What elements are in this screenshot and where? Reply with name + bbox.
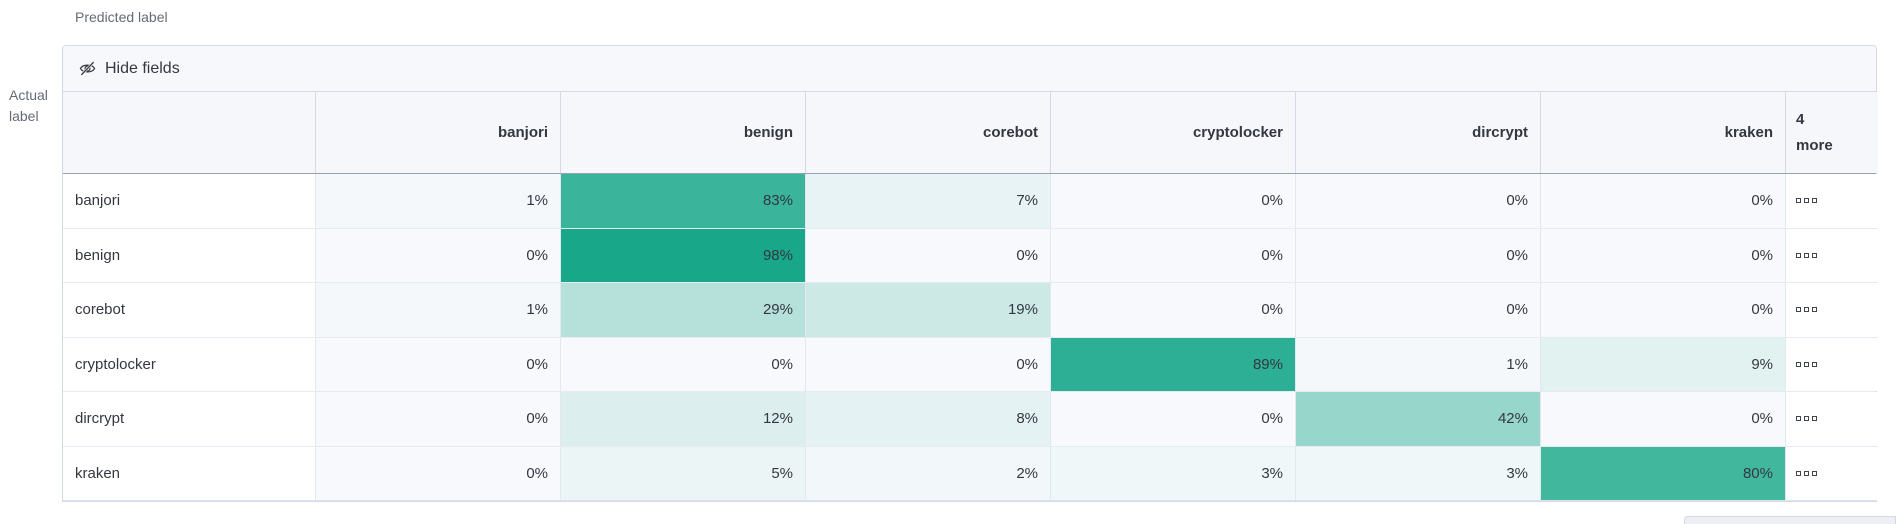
matrix-cell-banjori-cryptolocker[interactable]: 0% [1051, 174, 1296, 228]
matrix-cell-banjori-banjori[interactable]: 1% [316, 174, 561, 228]
matrix-cell-corebot-cryptolocker[interactable]: 0% [1051, 283, 1296, 337]
collapsed-columns-cell[interactable] [1786, 392, 1878, 446]
matrix-cell-kraken-kraken[interactable]: 80% [1541, 446, 1786, 500]
boxes-horizontal-icon [1796, 361, 1817, 367]
predicted-label: Predicted label [75, 9, 168, 25]
matrix-cell-dircrypt-cryptolocker[interactable]: 0% [1051, 392, 1296, 446]
matrix-cell-corebot-dircrypt[interactable]: 0% [1296, 283, 1541, 337]
matrix-cell-corebot-kraken[interactable]: 0% [1541, 283, 1786, 337]
column-header-kraken[interactable]: kraken [1541, 92, 1786, 173]
matrix-cell-kraken-banjori[interactable]: 0% [316, 446, 561, 500]
column-header-dircrypt[interactable]: dircrypt [1296, 92, 1541, 173]
header-spacer-cell [63, 92, 316, 173]
row-label-cell[interactable]: benign [63, 228, 316, 282]
matrix-header-row: banjori benign corebot cryptolocker dircrypt… [63, 92, 1878, 174]
boxes-horizontal-icon [1796, 470, 1817, 476]
boxes-horizontal-icon [1796, 198, 1817, 204]
matrix-cell-banjori-corebot[interactable]: 7% [806, 174, 1051, 228]
row-label-cell[interactable]: dircrypt [63, 392, 316, 446]
horizontal-scrollbar-thumb[interactable] [1684, 516, 1896, 524]
matrix-cell-cryptolocker-benign[interactable]: 0% [561, 337, 806, 391]
column-header-corebot[interactable]: corebot [806, 92, 1051, 173]
eye-closed-icon [79, 60, 96, 77]
collapsed-columns-cell[interactable] [1786, 337, 1878, 391]
column-header-benign[interactable]: benign [561, 92, 806, 173]
row-label-cell[interactable]: banjori [63, 174, 316, 228]
table-row-banjori: banjori 1% 83% 7% 0% 0% 0% [63, 174, 1878, 229]
matrix-cell-benign-kraken[interactable]: 0% [1541, 228, 1786, 282]
table-row-kraken: kraken 0% 5% 2% 3% 3% 80% [63, 446, 1878, 501]
matrix-cell-benign-dircrypt[interactable]: 0% [1296, 228, 1541, 282]
matrix-cell-kraken-corebot[interactable]: 2% [806, 446, 1051, 500]
column-header-cryptolocker[interactable]: cryptolocker [1051, 92, 1296, 173]
row-label-cell[interactable]: cryptolocker [63, 337, 316, 391]
matrix-cell-cryptolocker-corebot[interactable]: 0% [806, 337, 1051, 391]
matrix-cell-dircrypt-banjori[interactable]: 0% [316, 392, 561, 446]
matrix-cell-banjori-kraken[interactable]: 0% [1541, 174, 1786, 228]
matrix-cell-cryptolocker-kraken[interactable]: 9% [1541, 337, 1786, 391]
boxes-horizontal-icon [1796, 252, 1817, 258]
table-row-benign: benign 0% 98% 0% 0% 0% 0% [63, 228, 1878, 283]
matrix-cell-dircrypt-kraken[interactable]: 0% [1541, 392, 1786, 446]
collapsed-columns-cell[interactable] [1786, 283, 1878, 337]
matrix-body: banjori 1% 83% 7% 0% 0% 0% benign 0% 98% 0% 0% 0% 0% c… [63, 174, 1878, 501]
boxes-horizontal-icon [1796, 416, 1817, 422]
matrix-cell-kraken-dircrypt[interactable]: 3% [1296, 446, 1541, 500]
column-header-more[interactable]: 4 more [1786, 92, 1878, 173]
matrix-cell-dircrypt-corebot[interactable]: 8% [806, 392, 1051, 446]
matrix-cell-kraken-cryptolocker[interactable]: 3% [1051, 446, 1296, 500]
matrix-cell-cryptolocker-dircrypt[interactable]: 1% [1296, 337, 1541, 391]
matrix-cell-benign-benign[interactable]: 98% [561, 228, 806, 282]
matrix-cell-dircrypt-benign[interactable]: 12% [561, 392, 806, 446]
boxes-horizontal-icon [1796, 307, 1817, 313]
hide-fields-button[interactable]: Hide fields [63, 46, 196, 91]
column-header-banjori[interactable]: banjori [316, 92, 561, 173]
matrix-cell-cryptolocker-cryptolocker[interactable]: 89% [1051, 337, 1296, 391]
matrix-cell-kraken-benign[interactable]: 5% [561, 446, 806, 500]
matrix-cell-banjori-benign[interactable]: 83% [561, 174, 806, 228]
matrix-cell-banjori-dircrypt[interactable]: 0% [1296, 174, 1541, 228]
matrix-cell-benign-cryptolocker[interactable]: 0% [1051, 228, 1296, 282]
hide-fields-label: Hide fields [105, 59, 180, 77]
matrix-cell-cryptolocker-banjori[interactable]: 0% [316, 337, 561, 391]
matrix-cell-corebot-corebot[interactable]: 19% [806, 283, 1051, 337]
collapsed-columns-cell[interactable] [1786, 446, 1878, 500]
actual-label: Actual label [9, 87, 48, 124]
table-row-corebot: corebot 1% 29% 19% 0% 0% 0% [63, 283, 1878, 338]
matrix-cell-dircrypt-dircrypt[interactable]: 42% [1296, 392, 1541, 446]
matrix-cell-benign-banjori[interactable]: 0% [316, 228, 561, 282]
matrix-cell-benign-corebot[interactable]: 0% [806, 228, 1051, 282]
matrix-cell-corebot-banjori[interactable]: 1% [316, 283, 561, 337]
table-row-cryptolocker: cryptolocker 0% 0% 0% 89% 1% 9% [63, 337, 1878, 392]
row-label-cell[interactable]: corebot [63, 283, 316, 337]
collapsed-columns-cell[interactable] [1786, 228, 1878, 282]
row-label-cell[interactable]: kraken [63, 446, 316, 500]
table-row-dircrypt: dircrypt 0% 12% 8% 0% 42% 0% [63, 392, 1878, 447]
confusion-matrix-grid: Hide fields banjori benign corebot cryptolo… [62, 45, 1878, 502]
collapsed-columns-cell[interactable] [1786, 174, 1878, 228]
matrix-cell-corebot-benign[interactable]: 29% [561, 283, 806, 337]
grid-controls-bar: Hide fields [63, 46, 1876, 92]
